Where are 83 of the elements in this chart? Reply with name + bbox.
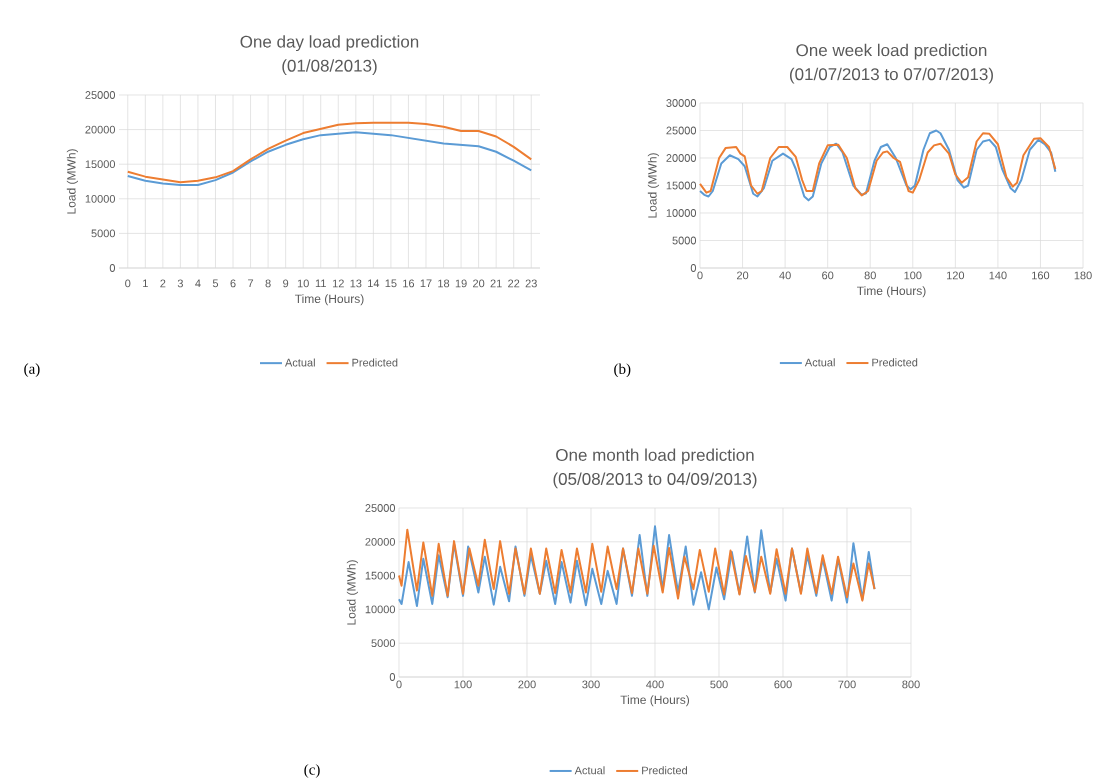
text: (c) xyxy=(304,764,320,778)
x-tick-label: 100 xyxy=(904,271,922,280)
x-tick-label: 19 xyxy=(455,279,467,288)
chart-title: One day load prediction xyxy=(240,35,419,52)
y-tick-label: 5000 xyxy=(91,229,116,238)
chart-subtitle: (01/08/2013) xyxy=(282,59,377,76)
x-tick-label: 5 xyxy=(212,279,219,288)
legend-label: Actual xyxy=(804,358,835,367)
x-tick-label: 12 xyxy=(332,279,344,288)
y-tick-label: 20000 xyxy=(666,154,697,162)
x-tick-label: 60 xyxy=(822,271,834,280)
y-tick-label: 10000 xyxy=(666,209,697,217)
x-tick-label: 20 xyxy=(737,271,749,280)
chart-title: One week load prediction xyxy=(796,43,987,60)
x-tick-label: 40 xyxy=(779,271,791,280)
y-axis-title: Load (MWh) xyxy=(346,560,359,625)
y-tick-label: 5000 xyxy=(371,639,396,648)
y-tick-label: 15000 xyxy=(365,571,396,580)
x-tick-label: 11 xyxy=(315,279,326,288)
y-tick-label: 10000 xyxy=(365,605,396,614)
y-axis-title: Load (MWh) xyxy=(647,153,660,218)
x-tick-label: 8 xyxy=(265,279,271,288)
y-tick-label: 25000 xyxy=(85,91,116,99)
chart-subtitle: (05/08/2013 to 04/09/2013) xyxy=(553,472,757,489)
y-tick-label: 20000 xyxy=(365,537,396,546)
x-tick-label: 700 xyxy=(838,680,856,689)
y-tick-label: 25000 xyxy=(666,126,697,135)
y-tick-label: 0 xyxy=(389,673,396,681)
x-tick-label: 15 xyxy=(385,279,397,288)
legend-label: Predicted xyxy=(352,358,398,367)
text: (b) xyxy=(614,363,631,378)
x-tick-label: 18 xyxy=(438,279,450,288)
y-tick-label: 15000 xyxy=(666,181,697,190)
y-tick-label: 25000 xyxy=(365,504,396,512)
x-tick-label: 300 xyxy=(582,680,600,689)
x-tick-label: 120 xyxy=(947,271,965,280)
x-tick-label: 0 xyxy=(697,271,703,280)
x-tick-label: 9 xyxy=(283,279,289,288)
y-tick-label: 20000 xyxy=(85,125,116,134)
x-tick-label: 1 xyxy=(143,279,148,288)
x-tick-label: 200 xyxy=(518,680,536,689)
x-tick-label: 10 xyxy=(297,279,309,288)
y-axis-title: Load (MWh) xyxy=(66,149,79,214)
x-axis-title: Time (Hours) xyxy=(620,695,690,707)
x-tick-label: 2 xyxy=(160,279,166,288)
legend-label: Predicted xyxy=(872,358,918,367)
x-tick-label: 0 xyxy=(396,680,402,689)
y-tick-label: 15000 xyxy=(85,160,116,169)
x-tick-label: 20 xyxy=(473,279,485,288)
x-tick-label: 23 xyxy=(525,279,537,288)
y-tick-label: 5000 xyxy=(672,236,697,245)
x-axis-title: Time (Hours) xyxy=(294,294,364,306)
y-tick-label: 0 xyxy=(109,264,116,272)
x-tick-label: 13 xyxy=(350,279,362,288)
y-tick-label: 30000 xyxy=(666,99,697,107)
x-tick-label: 400 xyxy=(646,680,664,689)
y-tick-label: 0 xyxy=(690,264,697,272)
x-tick-label: 21 xyxy=(490,279,502,288)
x-tick-label: 80 xyxy=(864,271,876,280)
x-tick-label: 16 xyxy=(403,279,415,288)
x-tick-label: 7 xyxy=(248,279,254,288)
x-tick-label: 800 xyxy=(902,680,920,689)
legend-label: Actual xyxy=(574,766,605,775)
x-tick-label: 600 xyxy=(774,680,792,689)
y-tick-label: 10000 xyxy=(85,194,116,203)
x-tick-label: 140 xyxy=(989,271,1007,280)
x-tick-label: 4 xyxy=(195,279,201,288)
x-tick-label: 6 xyxy=(230,279,236,288)
chart-title: One month load prediction xyxy=(556,448,754,465)
legend-label: Actual xyxy=(285,358,315,367)
x-tick-label: 0 xyxy=(125,279,131,288)
legend-label: Predicted xyxy=(642,766,687,775)
x-tick-label: 14 xyxy=(368,279,380,288)
x-tick-label: 100 xyxy=(454,680,472,689)
x-tick-label: 22 xyxy=(508,279,520,288)
x-tick-label: 17 xyxy=(420,279,432,288)
text: (a) xyxy=(24,363,40,377)
x-tick-label: 180 xyxy=(1074,271,1092,280)
x-tick-label: 500 xyxy=(710,680,728,689)
chart-subtitle: (01/07/2013 to 07/07/2013) xyxy=(790,67,993,84)
x-tick-label: 160 xyxy=(1032,271,1050,280)
x-tick-label: 3 xyxy=(177,279,183,288)
x-axis-title: Time (Hours) xyxy=(857,286,926,298)
